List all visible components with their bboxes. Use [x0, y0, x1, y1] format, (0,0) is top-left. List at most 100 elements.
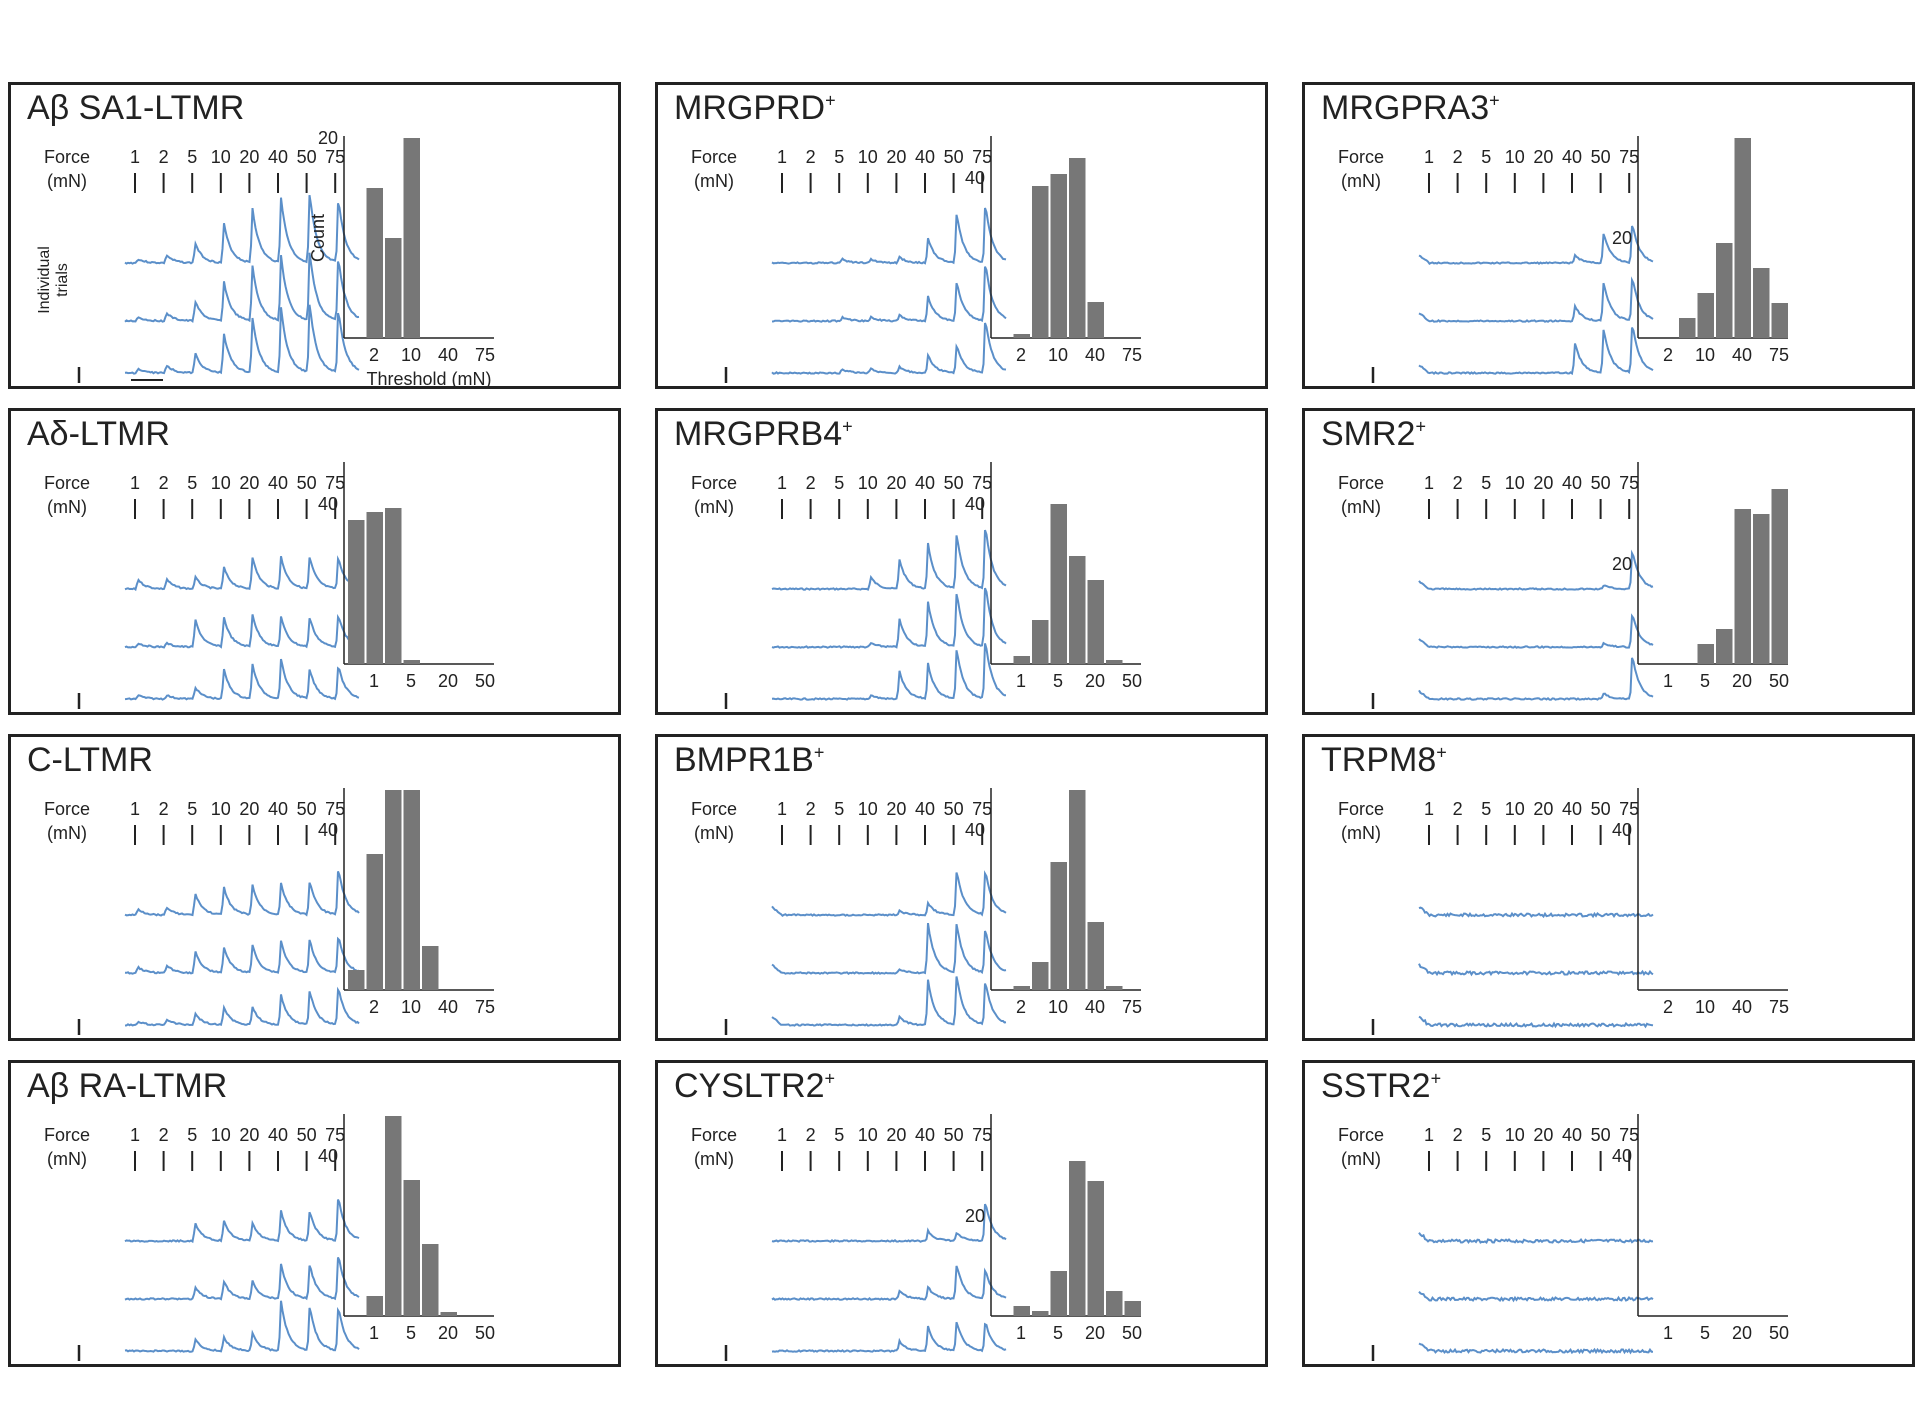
hist-y-tick-label: 40: [965, 168, 985, 188]
hist-y-tick-label: 20: [318, 128, 338, 148]
force-tick-label: 20: [1533, 147, 1553, 167]
hist-bar: [1106, 986, 1123, 990]
hist-bar: [1013, 986, 1030, 990]
hist-x-tick-label: 50: [475, 671, 495, 691]
hist-x-tick-label: 75: [1769, 997, 1789, 1017]
hist-x-tick-label: 1: [369, 1323, 379, 1343]
hist-x-tick-label: 5: [1053, 671, 1063, 691]
hist-bar: [1032, 962, 1049, 990]
force-tick-label: 75: [325, 799, 345, 819]
force-tick-label: 20: [886, 147, 906, 167]
panel-title-superscript: +: [1436, 742, 1447, 763]
force-tick-label: 75: [1619, 799, 1639, 819]
force-label: Force: [691, 799, 737, 819]
hist-x-tick-label: 2: [369, 997, 379, 1017]
trace-line: [124, 986, 360, 1027]
trace-line: [1418, 327, 1654, 376]
force-tick-label: 10: [1505, 473, 1525, 493]
panel-title-superscript: +: [1430, 1068, 1442, 1089]
hist-bar: [1734, 138, 1751, 338]
force-tick-label: 50: [944, 799, 964, 819]
trace-line: [124, 871, 360, 917]
hist-bar: [366, 188, 383, 338]
hist-x-tick-label: 10: [1695, 345, 1715, 365]
force-tick-label: 20: [886, 799, 906, 819]
hist-bar: [348, 520, 365, 664]
trials-label-line2: trials: [54, 263, 71, 297]
force-label: Force: [691, 147, 737, 167]
hist-bar: [1679, 318, 1696, 338]
neuron-panel: Aβ SA1-LTMR Force (mN) 1 2 5 10 20 40 50 75 Individ…: [8, 82, 621, 389]
force-tick-label: 20: [1533, 473, 1553, 493]
force-unit-label: (mN): [694, 1149, 734, 1169]
force-tick-label: 40: [915, 473, 935, 493]
hist-x-tick-label: 50: [1769, 671, 1789, 691]
trace-line: [1418, 225, 1654, 265]
force-tick-label: 1: [777, 799, 787, 819]
trace-line: [771, 587, 1007, 649]
force-tick-label: 75: [972, 147, 992, 167]
hist-x-tick-label: 50: [1769, 1323, 1789, 1343]
trace-line: [771, 643, 1006, 701]
force-tick-label: 40: [268, 147, 288, 167]
force-unit-label: (mN): [1341, 171, 1381, 191]
trace-line: [124, 1199, 360, 1244]
hist-x-tick-label: 2: [1663, 997, 1673, 1017]
hist-x-tick-label: 40: [1085, 997, 1105, 1017]
force-tick-label: 5: [834, 473, 844, 493]
hist-y-tick-label: 40: [965, 494, 985, 514]
force-label: Force: [1338, 1125, 1384, 1145]
force-tick-label: 10: [211, 799, 231, 819]
trace-line: [124, 195, 360, 265]
force-tick-label: 10: [858, 147, 878, 167]
hist-bar: [1697, 293, 1714, 338]
force-tick-label: 1: [130, 1125, 140, 1145]
force-tick-label: 75: [972, 799, 992, 819]
force-tick-label: 2: [806, 147, 816, 167]
trace-line: [124, 658, 360, 701]
trace-line: [1418, 276, 1654, 323]
hist-x-tick-label: 1: [1663, 1323, 1673, 1343]
force-unit-label: (mN): [694, 823, 734, 843]
force-tick-label: 50: [944, 147, 964, 167]
hist-x-tick-label: 2: [1663, 345, 1673, 365]
hist-bar: [1032, 620, 1049, 664]
neuron-panel: MRGPRB4+ Force (mN) 1 2 5 10 20 40 50 75 40 1 5 20 50: [655, 408, 1268, 715]
panel-title-superscript: +: [824, 1068, 836, 1089]
hist-x-tick-label: 75: [475, 345, 495, 365]
hist-bar: [1087, 1181, 1104, 1316]
trace-line: [771, 870, 1007, 917]
trace-line: [771, 266, 1007, 323]
force-tick-label: 75: [1619, 147, 1639, 167]
force-tick-label: 1: [1424, 473, 1434, 493]
hist-x-tick-label: 1: [1016, 1323, 1026, 1343]
force-label: Force: [44, 799, 90, 819]
hist-x-tick-label: 20: [1732, 671, 1752, 691]
force-tick-label: 5: [834, 147, 844, 167]
force-tick-label: 2: [159, 799, 169, 819]
hist-bar: [1716, 629, 1733, 664]
force-tick-label: 5: [187, 473, 197, 493]
force-tick-label: 5: [1481, 799, 1491, 819]
panel-title-text: C-LTMR: [27, 741, 153, 779]
trace-line: [1418, 657, 1654, 701]
force-tick-label: 2: [159, 147, 169, 167]
hist-bar: [366, 854, 383, 990]
force-tick-label: 20: [239, 473, 259, 493]
force-tick-label: 20: [886, 473, 906, 493]
force-tick-label: 1: [130, 147, 140, 167]
hist-bar: [403, 660, 420, 664]
hist-bar: [1106, 1291, 1123, 1316]
force-tick-label: 20: [239, 147, 259, 167]
trace-line: [1418, 613, 1654, 649]
force-tick-label: 1: [777, 1125, 787, 1145]
force-unit-label: (mN): [47, 1149, 87, 1169]
trace-line: [124, 1256, 360, 1301]
force-label: Force: [691, 473, 737, 493]
hist-x-tick-label: 1: [1016, 671, 1026, 691]
hist-bar: [1069, 790, 1086, 990]
